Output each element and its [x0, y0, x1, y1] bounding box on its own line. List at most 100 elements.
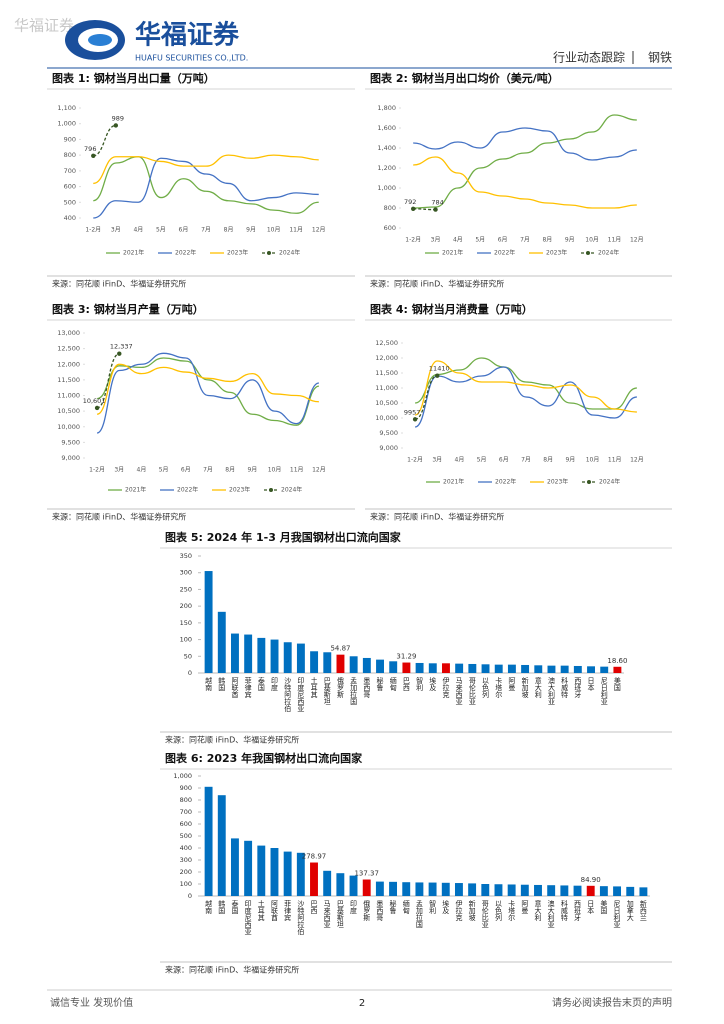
chart-title: 图表 4: 钢材当月消费量（万吨）: [370, 302, 533, 316]
y-tick-label: 1,600: [377, 124, 396, 132]
x-tick-label: 8月: [224, 227, 234, 234]
data-label: 31.29: [396, 653, 416, 661]
x-tick-label: 秘鲁: [389, 899, 397, 915]
bar: [547, 885, 556, 896]
bar: [507, 884, 516, 896]
x-tick-label: 俄罗斯: [336, 676, 344, 699]
bar: [270, 639, 279, 673]
chart-title: 图表 2: 钢材当月出口均价（美元/吨）: [370, 71, 559, 85]
x-tick-label: 6月: [181, 467, 191, 474]
legend-label: 2024年: [281, 486, 302, 494]
data-label: 137.37: [354, 870, 379, 878]
y-tick-label: 11,500: [57, 376, 80, 384]
point: [91, 153, 96, 158]
x-tick-label: 5月: [477, 457, 487, 464]
legend-label: 2022年: [494, 249, 515, 257]
x-tick-label: 11月: [608, 457, 622, 464]
x-tick-label: 印度: [350, 900, 358, 915]
x-tick-label: 意大利: [534, 899, 542, 921]
x-tick-label: 巴西: [310, 900, 318, 915]
legend-label: 2021年: [123, 249, 144, 257]
y-tick-label: 9,500: [61, 438, 80, 446]
legend-label: 2023年: [546, 249, 567, 257]
y-tick-label: 1,000: [57, 120, 76, 128]
y-tick-label: 100: [180, 880, 192, 888]
data-label: 12,337: [110, 343, 133, 351]
x-tick-label: 埃及: [429, 676, 437, 692]
y-tick-label: 900: [180, 784, 192, 792]
x-tick-label: 科威特: [561, 676, 569, 698]
y-tick-label: 400: [180, 844, 192, 852]
y-tick-label: 150: [180, 619, 192, 627]
x-tick-label: 8月: [543, 457, 553, 464]
series-line: [96, 353, 120, 409]
y-tick-label: 1,400: [377, 144, 396, 152]
bar: [349, 656, 358, 673]
data-label: 84.90: [581, 876, 601, 884]
x-tick-label: 9月: [246, 227, 256, 234]
x-tick-label: 12月: [630, 457, 644, 464]
x-tick-label: 阿曼: [508, 676, 516, 691]
x-tick-label: 卡塔尔: [508, 899, 516, 921]
bar: [600, 666, 609, 673]
bar: [283, 851, 292, 896]
x-tick-label: 10月: [585, 237, 599, 244]
legend-marker: [267, 251, 271, 255]
point: [94, 405, 100, 411]
legend-label: 2023年: [229, 486, 250, 494]
x-tick-label: 印度尼西亚: [244, 900, 252, 935]
x-tick-label: 9月: [565, 457, 575, 464]
y-tick-label: 1,200: [377, 164, 396, 172]
x-tick-label: 印度尼西亚: [297, 677, 305, 712]
y-tick-label: 0: [188, 669, 192, 677]
x-tick-label: 日本: [587, 900, 595, 915]
x-tick-label: 1-2月: [89, 467, 105, 474]
x-tick-label: 新西兰: [639, 899, 647, 921]
y-tick-label: 1,800: [377, 104, 396, 112]
x-tick-label: 澳大利亚: [547, 676, 555, 705]
legend-label: 2022年: [175, 249, 196, 257]
y-tick-label: 800: [180, 796, 192, 804]
chart-source: 来源：同花顺 iFinD、华福证券研究所: [370, 512, 504, 522]
data-label: 10,601: [83, 397, 106, 405]
bar: [613, 666, 622, 673]
x-tick-label: 阿联酋: [231, 676, 239, 699]
y-tick-label: 10,500: [375, 399, 398, 407]
y-tick-label: 10,500: [57, 407, 80, 415]
logo-english: HUAFU SECURITIES CO.,LTD.: [135, 54, 248, 63]
y-tick-label: 700: [180, 808, 192, 816]
y-tick-label: 0: [188, 892, 192, 900]
x-tick-label: 12月: [312, 467, 326, 474]
x-tick-label: 12月: [312, 227, 326, 234]
footer-left: 诚信专业 发现价值: [50, 996, 133, 1009]
bar: [415, 882, 424, 896]
legend-label: 2023年: [227, 249, 248, 257]
bar: [560, 665, 569, 673]
legend-label: 2024年: [279, 249, 300, 257]
x-tick-label: 泰国: [231, 899, 239, 915]
bar: [507, 664, 516, 673]
x-tick-label: 3月: [432, 457, 442, 464]
x-tick-label: 埃及: [442, 899, 450, 915]
x-tick-label: 秘鲁: [376, 676, 384, 692]
watermark: 华福证券: [14, 17, 74, 35]
bar: [547, 665, 556, 673]
y-tick-label: 1,000: [377, 184, 396, 192]
bar: [534, 884, 542, 896]
bar: [481, 884, 490, 896]
x-tick-label: 缅甸: [389, 676, 397, 692]
legend-label: 2022年: [177, 486, 198, 494]
legend-label: 2024年: [598, 249, 619, 257]
y-tick-label: 11,000: [375, 384, 398, 392]
x-tick-label: 5月: [156, 227, 166, 234]
legend-marker: [587, 480, 591, 484]
x-tick-label: 3月: [114, 467, 124, 474]
x-tick-label: 5月: [159, 467, 169, 474]
section-label: 行业动态跟踪: [553, 51, 625, 65]
y-tick-label: 700: [64, 167, 76, 175]
x-tick-label: 沙特阿拉伯: [297, 900, 305, 936]
bar: [573, 665, 582, 673]
x-tick-label: 7月: [201, 227, 211, 234]
data-label: 792: [404, 198, 416, 206]
x-tick-label: 科威特: [560, 899, 568, 921]
